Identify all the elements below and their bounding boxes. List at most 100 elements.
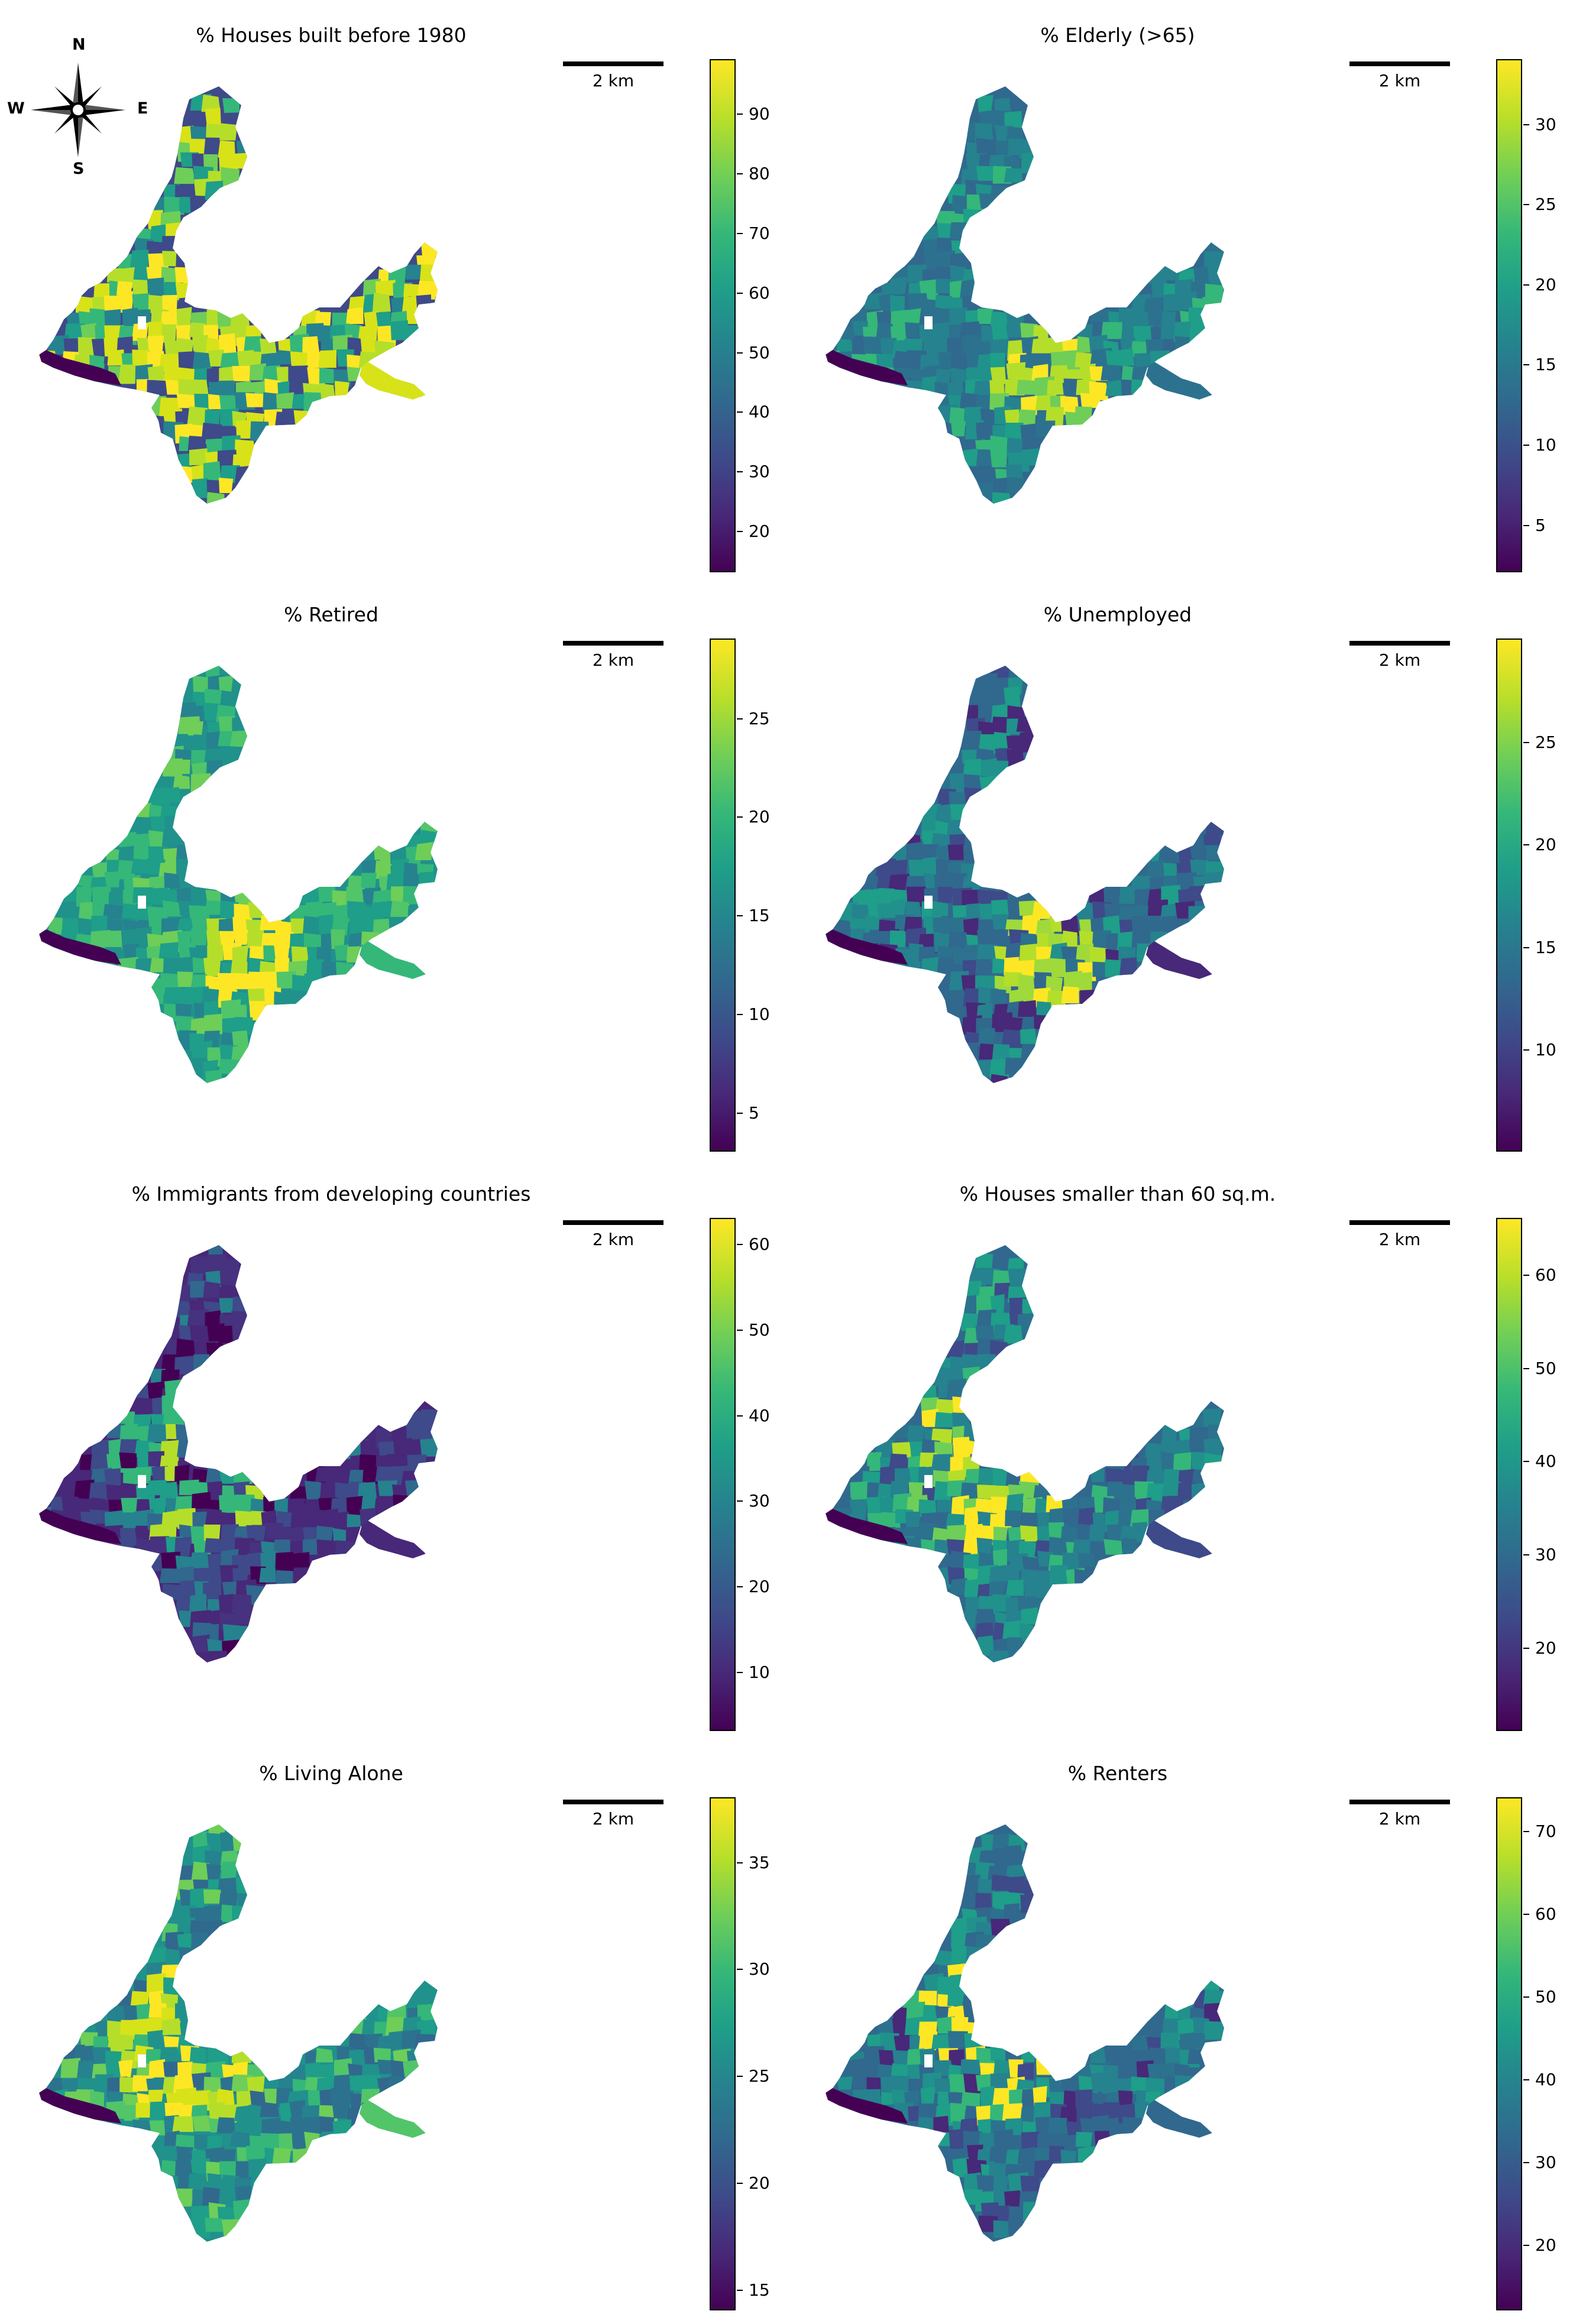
- census-tract: [217, 973, 237, 993]
- census-tract: [1077, 1552, 1095, 1567]
- census-tract: [1036, 2059, 1057, 2075]
- census-tract: [189, 1325, 209, 1341]
- census-tract: [1008, 1268, 1026, 1286]
- census-tract: [1147, 310, 1164, 329]
- census-tract: [1022, 2202, 1038, 2222]
- colorbar-tick-mark: [1523, 1831, 1529, 1832]
- census-tract: [131, 858, 152, 874]
- census-tract: [303, 933, 325, 950]
- census-tract: [1004, 686, 1021, 708]
- census-tract: [202, 2187, 224, 2206]
- census-tract: [192, 1492, 211, 1509]
- census-tract: [975, 1893, 992, 1910]
- census-tract: [990, 448, 1007, 468]
- census-tract: [148, 984, 164, 1004]
- census-tract: [290, 2064, 308, 2084]
- census-tract: [174, 167, 195, 184]
- census-tract: [1046, 958, 1069, 977]
- census-tract: [208, 2045, 229, 2064]
- census-tract: [976, 1484, 998, 1499]
- census-tract: [1162, 2018, 1182, 2035]
- panel-title: % Unemployed: [1043, 603, 1192, 626]
- map-tracts: [39, 86, 438, 504]
- census-tract: [994, 1282, 1011, 1298]
- scale-bar-label: 2 km: [1378, 650, 1421, 670]
- census-tract: [992, 1270, 1011, 1288]
- census-tract: [963, 842, 983, 866]
- colorbar-tick-mark: [1523, 1049, 1529, 1051]
- colorbar-tick-label: 70: [1535, 1821, 1556, 1841]
- census-tract: [952, 1396, 973, 1414]
- panel-title: % Houses smaller than 60 sq.m.: [959, 1182, 1276, 1205]
- colorbar-tick-label: 20: [1535, 2235, 1556, 2255]
- census-tract: [261, 2118, 282, 2137]
- census-tract: [177, 987, 195, 1006]
- census-tract: [950, 265, 967, 282]
- census-tract: [989, 2146, 1005, 2161]
- census-tract: [335, 381, 349, 400]
- census-tract: [162, 900, 182, 917]
- scale-bar: [563, 1220, 663, 1225]
- census-tract: [249, 946, 268, 961]
- census-tract: [894, 2035, 912, 2051]
- census-tract: [190, 1255, 208, 1275]
- census-tract: [274, 991, 290, 1010]
- census-tract: [978, 2132, 998, 2150]
- census-tract: [193, 1831, 209, 1850]
- census-tract: [231, 1594, 252, 1613]
- census-tract: [949, 2128, 966, 2149]
- census-tract: [1049, 2145, 1064, 2162]
- census-tract: [289, 2099, 306, 2119]
- census-tract: [1105, 1468, 1124, 1483]
- colorbar-tick-label: 15: [1535, 355, 1556, 375]
- compass-east-label: E: [137, 99, 148, 118]
- census-tract: [190, 2158, 211, 2178]
- census-tract: [233, 929, 248, 945]
- census-tract: [937, 351, 953, 368]
- census-tract: [206, 930, 223, 947]
- colorbar-tick-mark: [1523, 1914, 1529, 1915]
- census-tract: [148, 918, 164, 936]
- census-tract: [1105, 959, 1123, 977]
- census-tract: [219, 1495, 238, 1513]
- colorbar-tick-label: 25: [749, 708, 770, 728]
- census-tract: [216, 2089, 235, 2106]
- census-tract: [318, 914, 334, 935]
- census-tract: [135, 2102, 154, 2118]
- census-tract: [1176, 1440, 1190, 1456]
- census-tract: [1145, 1456, 1164, 1471]
- census-tract: [1048, 1522, 1064, 1538]
- census-tract: [1020, 932, 1036, 948]
- census-tract: [1160, 2062, 1179, 2079]
- census-tract: [1144, 298, 1162, 313]
- census-tract: [975, 1934, 996, 1954]
- census-tract: [177, 1580, 198, 1599]
- census-tract: [966, 903, 981, 922]
- census-tract: [952, 2157, 969, 2177]
- census-tract: [1021, 1607, 1038, 1625]
- census-tract: [950, 803, 967, 822]
- excluded-area: [138, 2054, 146, 2067]
- census-tract: [850, 2075, 872, 2094]
- census-tract: [176, 1015, 194, 1032]
- census-tract: [234, 439, 255, 456]
- census-tract: [1020, 1894, 1041, 1913]
- panel-title: % Elderly (>65): [1040, 24, 1195, 47]
- census-tract: [1101, 364, 1121, 381]
- census-tract: [975, 1253, 993, 1270]
- census-tract: [905, 322, 920, 337]
- census-tract: [190, 1634, 210, 1652]
- census-tract: [160, 973, 180, 991]
- choropleth-map: [826, 666, 1224, 1083]
- scale-bar-label: 2 km: [592, 650, 635, 670]
- census-tract: [205, 1508, 222, 1528]
- census-tract: [318, 884, 336, 902]
- census-tract: [166, 1949, 183, 1965]
- census-tract: [1160, 1438, 1179, 1457]
- census-tract: [990, 435, 1009, 452]
- census-tract: [347, 900, 366, 918]
- census-tract: [430, 282, 438, 297]
- census-tract: [934, 1481, 951, 1501]
- census-tract: [964, 1578, 982, 1597]
- census-tract: [332, 2102, 351, 2119]
